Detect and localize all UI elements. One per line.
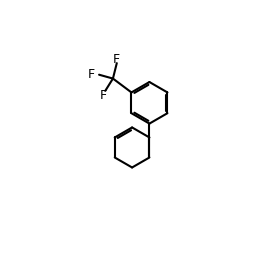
Text: F: F: [88, 68, 95, 81]
Text: F: F: [99, 89, 106, 102]
Text: F: F: [113, 53, 120, 66]
